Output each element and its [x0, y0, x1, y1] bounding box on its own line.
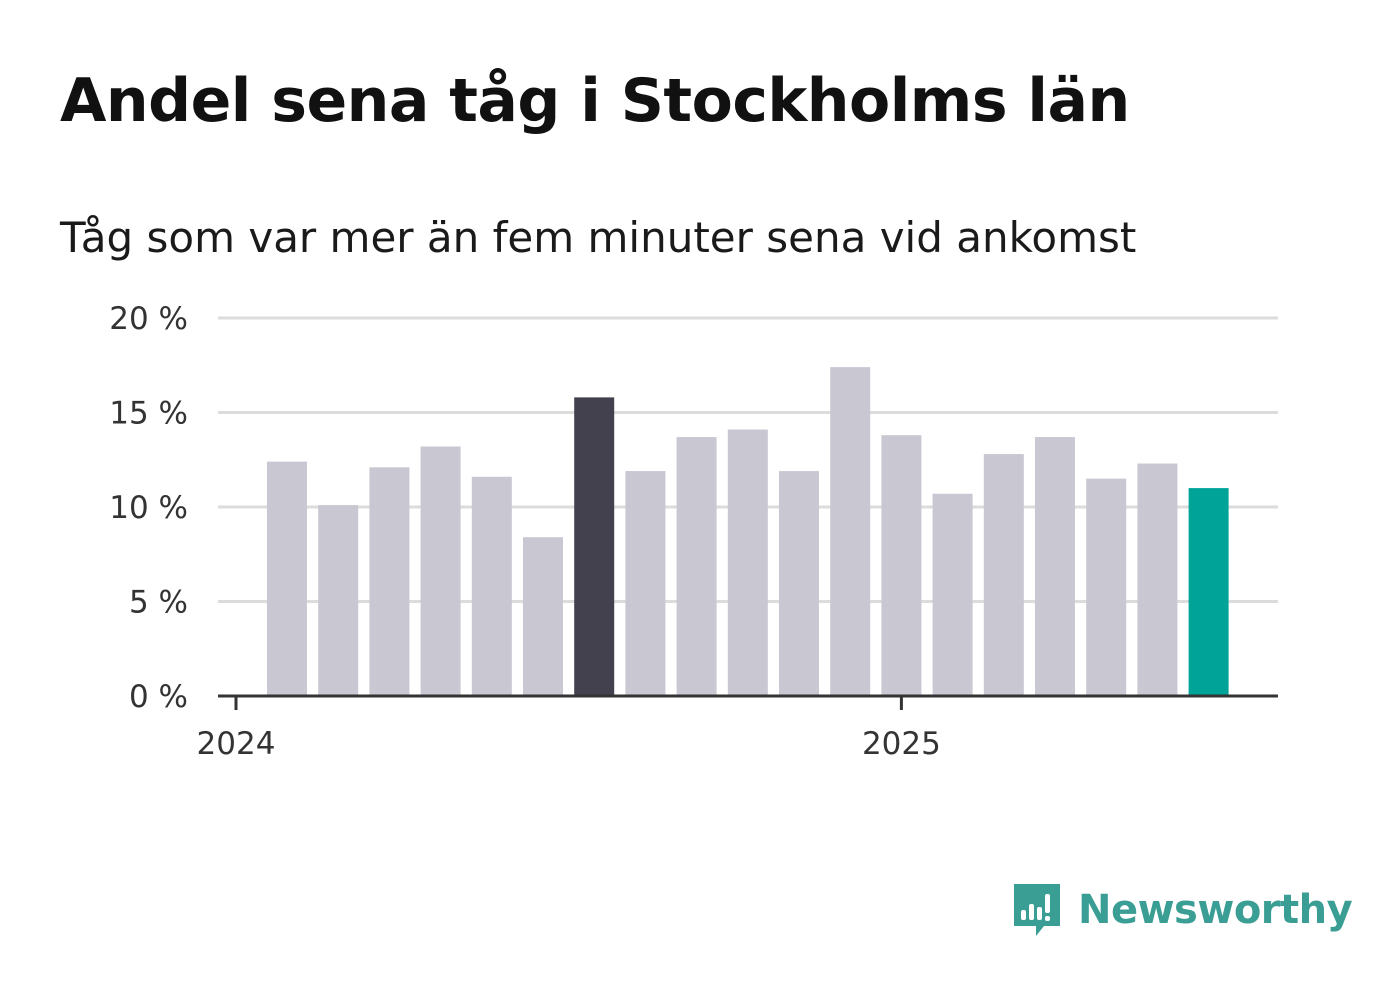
- bar: [1188, 488, 1229, 696]
- bar: [881, 435, 922, 696]
- bar: [727, 429, 768, 696]
- x-tick-label: 2024: [197, 726, 276, 762]
- chart-title: Andel sena tåg i Stockholms län: [60, 66, 1130, 136]
- bar: [318, 505, 359, 696]
- bar: [420, 446, 461, 696]
- newsworthy-logo: Newsworthy: [1010, 880, 1353, 940]
- newsworthy-logo-icon: [1014, 884, 1060, 936]
- bar: [625, 471, 666, 696]
- y-tick-label: 10 %: [109, 490, 188, 526]
- bar: [267, 461, 307, 696]
- bar: [1086, 478, 1127, 696]
- bar: [779, 471, 819, 696]
- y-tick-label: 0 %: [129, 679, 188, 715]
- bar: [932, 493, 973, 696]
- newsworthy-logo-text: Newsworthy: [1078, 887, 1353, 933]
- y-tick-label: 5 %: [129, 585, 188, 621]
- x-tick-label: 2025: [862, 726, 941, 762]
- bar: [1035, 437, 1075, 696]
- bar: [471, 476, 512, 696]
- y-axis-labels: 0 % 5 % 10 % 15 % 20 %: [109, 301, 188, 715]
- bar: [1137, 463, 1178, 696]
- x-axis: 2024 2025: [197, 694, 1278, 762]
- bar: [676, 437, 717, 696]
- bar: [983, 454, 1024, 696]
- y-tick-label: 15 %: [109, 396, 188, 432]
- y-tick-label: 20 %: [109, 301, 188, 337]
- bar: [830, 367, 871, 696]
- bar: [523, 537, 563, 696]
- bars: [267, 367, 1229, 696]
- chart-subtitle: Tåg som var mer än fem minuter sena vid …: [60, 213, 1137, 262]
- bar: [574, 397, 615, 696]
- bar-chart: 0 % 5 % 10 % 15 % 20 % 2024 2025: [109, 301, 1278, 762]
- bar: [369, 467, 410, 696]
